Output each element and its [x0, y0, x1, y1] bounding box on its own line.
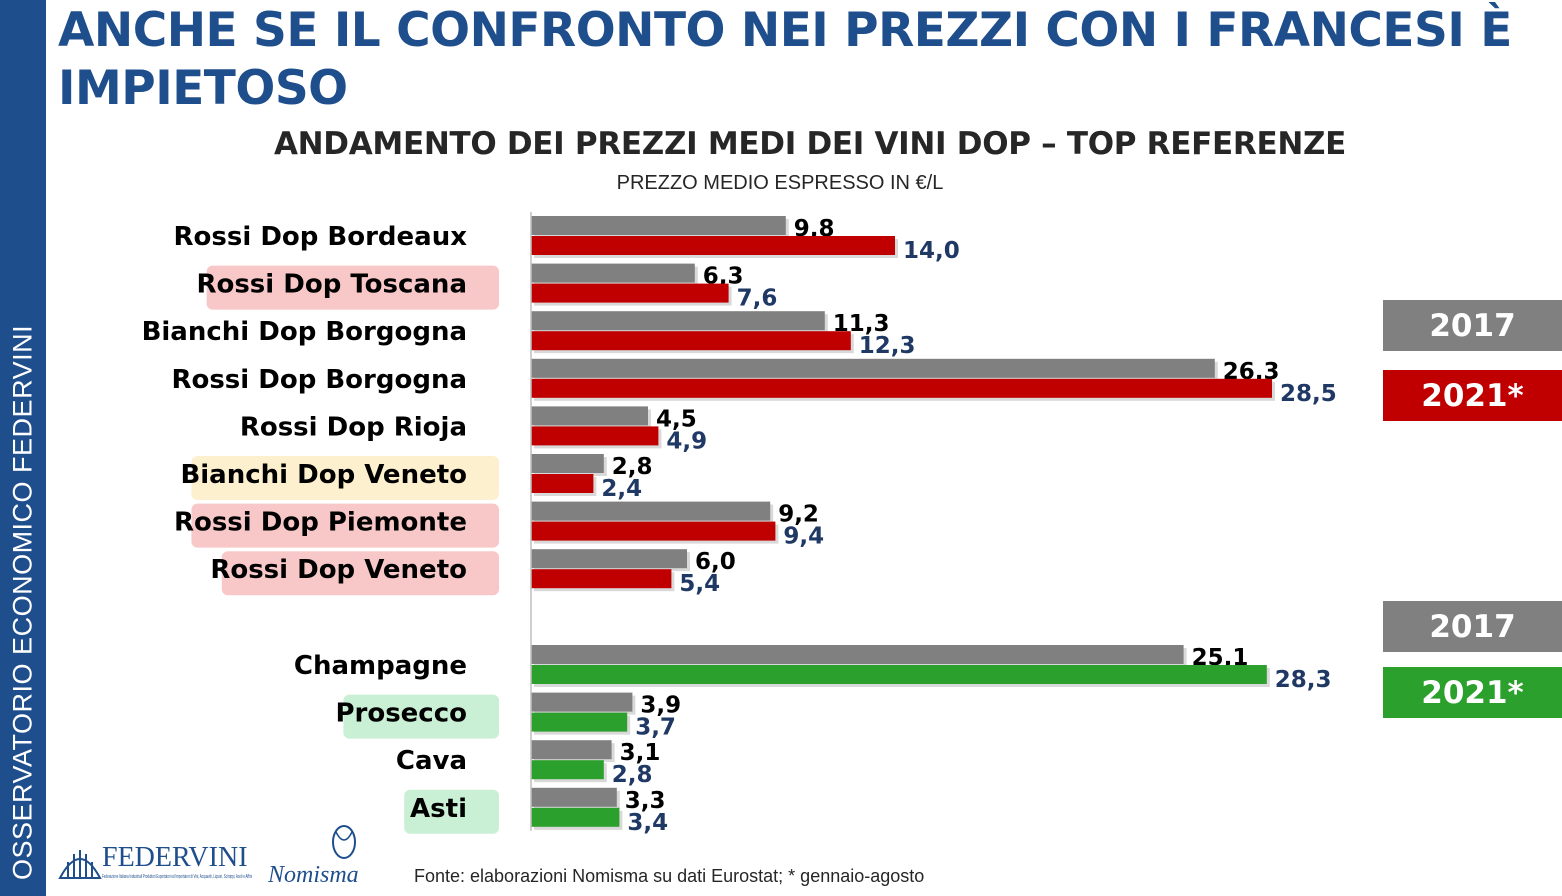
legend-2021-sparkling: 2021*: [1383, 667, 1562, 718]
category-label: Rossi Dop Piemonte: [174, 508, 467, 538]
data-label-2021: 2,8: [612, 762, 653, 788]
nomisma-logo: Nomisma: [264, 822, 394, 892]
bar-2017: [531, 692, 633, 712]
category-label: Cava: [396, 746, 467, 776]
category-label: Rossi Dop Borgogna: [171, 365, 467, 395]
category-highlight: [191, 503, 499, 548]
data-label-2021: 28,5: [1280, 381, 1337, 407]
legend-2017-sparkling: 2017: [1383, 601, 1562, 652]
data-label-2021: 9,4: [783, 524, 824, 550]
legend-2017-still: 2017: [1383, 300, 1562, 351]
bar-2021: [531, 331, 851, 351]
category-highlight: [404, 789, 499, 834]
bar-2017: [531, 549, 687, 569]
category-label: Prosecco: [335, 699, 467, 729]
category-highlight: [206, 265, 499, 310]
bar-2021: [531, 474, 594, 493]
bar-2017: [531, 263, 695, 283]
category-label: Rossi Dop Toscana: [196, 270, 467, 300]
data-label-2021: 3,7: [635, 715, 676, 741]
data-label-2021: 2,4: [601, 476, 642, 502]
bar-2017: [531, 358, 1215, 378]
category-label: Bianchi Dop Borgogna: [142, 317, 467, 347]
data-label-2021: 4,9: [666, 428, 707, 454]
data-label-2017: 2,8: [612, 454, 653, 480]
bar-2021: [531, 665, 1267, 684]
data-label-2021: 14,0: [903, 238, 960, 264]
category-label: Rossi Dop Rioja: [240, 412, 467, 442]
data-label-2021: 28,3: [1275, 667, 1332, 693]
category-highlight: [343, 694, 499, 739]
bar-2021: [531, 283, 729, 303]
data-label-2021: 3,4: [627, 810, 668, 836]
category-label: Champagne: [294, 651, 467, 681]
category-highlight: [221, 551, 500, 596]
federvini-wordmark: FEDERVINI: [102, 842, 248, 873]
federvini-logo: FEDERVINI Federazione Italiana Industria…: [58, 838, 258, 894]
data-label-2017: 3,9: [640, 693, 681, 719]
nomisma-wordmark: Nomisma: [267, 862, 359, 888]
bar-2017: [531, 216, 786, 235]
bar-2017: [531, 501, 771, 521]
bar-2017: [531, 311, 825, 331]
bar-2021: [531, 521, 776, 541]
data-label-2021: 7,6: [737, 286, 778, 312]
bar-2017: [531, 454, 604, 473]
bar-2021: [531, 807, 620, 827]
bar-2021: [531, 760, 604, 780]
bar-2021: [531, 236, 895, 255]
sidebar-band: OSSERVATORIO ECONOMICO FEDERVINI: [0, 0, 46, 896]
page-title: ANCHE SE IL CONFRONTO NEI PREZZI CON I F…: [58, 3, 1512, 116]
data-label-2017: 6,0: [695, 549, 736, 575]
legend-2021-still: 2021*: [1383, 370, 1562, 421]
source-note: Fonte: elaborazioni Nomisma su dati Euro…: [414, 866, 925, 886]
bar-2021: [531, 426, 659, 446]
chart-subtitle: PREZZO MEDIO ESPRESSO IN €/L: [616, 172, 944, 194]
federvini-subtitle: Federazione Italiana Industriali Produtt…: [102, 874, 252, 880]
bar-2017: [531, 740, 612, 760]
bar-2017: [531, 406, 648, 426]
data-label-2017: 3,1: [620, 740, 661, 766]
data-label-2017: 3,3: [625, 788, 666, 814]
category-label: Rossi Dop Veneto: [210, 555, 467, 585]
bar-2017: [531, 787, 617, 807]
data-label-2021: 5,4: [679, 571, 720, 597]
category-label: Asti: [410, 794, 467, 824]
bar-2021: [531, 712, 628, 732]
federvini-emblem-icon: FEDERVINI Federazione Italiana Industria…: [58, 842, 252, 880]
bar-2021: [531, 378, 1272, 398]
bar-2021: [531, 569, 672, 589]
category-highlight: [191, 456, 499, 500]
category-label: Rossi Dop Bordeaux: [174, 222, 468, 252]
data-label-2017: 4,5: [656, 406, 697, 432]
data-label-2021: 12,3: [859, 333, 916, 359]
chart-title: ANDAMENTO DEI PREZZI MEDI DEI VINI DOP –…: [273, 126, 1347, 162]
bar-2017: [531, 645, 1184, 664]
nomisma-emblem-icon: Nomisma: [267, 825, 359, 888]
data-label-2017: 9,2: [778, 502, 819, 528]
category-label: Bianchi Dop Veneto: [180, 460, 467, 490]
